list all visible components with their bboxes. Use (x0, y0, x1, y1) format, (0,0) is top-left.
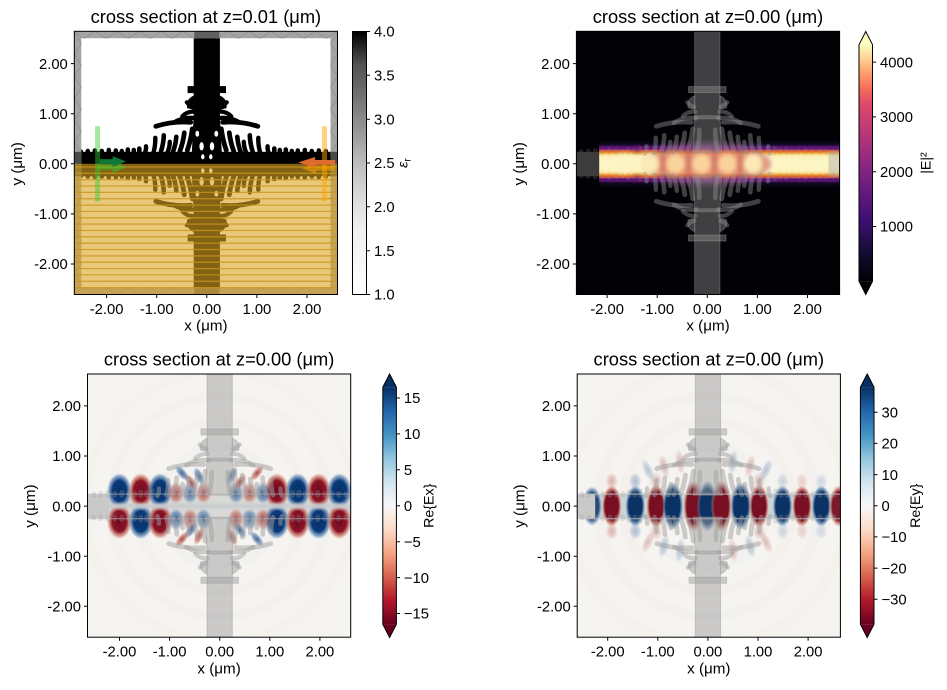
svg-text:-1.00: -1.00 (153, 645, 187, 661)
svg-text:cross section at z=0.00 (μm): cross section at z=0.00 (μm) (104, 349, 335, 370)
svg-text:-1.00: -1.00 (140, 302, 174, 318)
svg-text:4000: 4000 (880, 55, 913, 71)
svg-text:2.00: 2.00 (794, 645, 823, 661)
svg-text:0.00: 0.00 (693, 302, 722, 318)
svg-text:cross section at z=0.00 (μm): cross section at z=0.00 (μm) (593, 6, 824, 27)
svg-text:1.00: 1.00 (39, 107, 68, 123)
svg-text:−15: −15 (404, 607, 429, 623)
svg-text:−5: −5 (404, 535, 421, 551)
svg-text:-2.00: -2.00 (591, 645, 625, 661)
svg-text:y (μm): y (μm) (9, 142, 26, 185)
svg-text:1.00: 1.00 (542, 449, 571, 465)
svg-text:2.0: 2.0 (374, 200, 395, 216)
svg-text:1.00: 1.00 (744, 645, 773, 661)
svg-text:0: 0 (882, 499, 890, 515)
svg-text:εr: εr (396, 158, 414, 168)
svg-text:0.00: 0.00 (39, 157, 68, 173)
svg-text:y (μm): y (μm) (511, 142, 528, 185)
svg-text:4.0: 4.0 (374, 25, 395, 41)
svg-text:−20: −20 (882, 561, 907, 577)
svg-text:-1.00: -1.00 (537, 549, 571, 565)
svg-text:-2.00: -2.00 (590, 302, 624, 318)
svg-text:-2.00: -2.00 (90, 302, 124, 318)
svg-text:-1.00: -1.00 (34, 207, 68, 223)
svg-text:-1.00: -1.00 (640, 302, 674, 318)
svg-text:-2.00: -2.00 (103, 645, 137, 661)
svg-text:3.0: 3.0 (374, 112, 395, 128)
svg-text:10: 10 (404, 427, 420, 443)
svg-text:2.00: 2.00 (305, 645, 334, 661)
svg-text:1.00: 1.00 (52, 449, 81, 465)
svg-text:1.00: 1.00 (743, 302, 772, 318)
svg-text:2000: 2000 (880, 165, 913, 181)
svg-text:-1.00: -1.00 (536, 207, 570, 223)
svg-text:2.00: 2.00 (293, 302, 322, 318)
svg-text:0: 0 (404, 499, 412, 515)
svg-text:2.00: 2.00 (52, 399, 81, 415)
svg-text:1.5: 1.5 (374, 244, 395, 260)
svg-text:-2.00: -2.00 (47, 600, 81, 616)
svg-text:3.5: 3.5 (374, 69, 395, 85)
svg-text:x (μm): x (μm) (686, 318, 729, 335)
svg-text:|E|²: |E|² (919, 152, 935, 174)
svg-text:2.00: 2.00 (541, 57, 570, 73)
svg-text:1000: 1000 (880, 220, 913, 236)
svg-text:-2.00: -2.00 (34, 257, 68, 273)
svg-text:0.00: 0.00 (542, 499, 571, 515)
svg-text:0.00: 0.00 (205, 645, 234, 661)
svg-text:−10: −10 (882, 530, 907, 546)
svg-text:2.00: 2.00 (542, 399, 571, 415)
svg-text:15: 15 (404, 391, 420, 407)
svg-text:−10: −10 (404, 571, 429, 587)
svg-text:2.00: 2.00 (793, 302, 822, 318)
svg-text:1.0: 1.0 (374, 288, 395, 304)
svg-text:-1.00: -1.00 (47, 549, 81, 565)
svg-text:1.00: 1.00 (541, 107, 570, 123)
svg-text:10: 10 (882, 468, 898, 484)
svg-text:x (μm): x (μm) (687, 660, 730, 677)
svg-text:-2.00: -2.00 (536, 257, 570, 273)
svg-text:3000: 3000 (880, 110, 913, 126)
svg-text:0.00: 0.00 (52, 499, 81, 515)
svg-text:x (μm): x (μm) (184, 318, 227, 335)
svg-text:1.00: 1.00 (242, 302, 271, 318)
svg-text:x (μm): x (μm) (197, 660, 240, 677)
svg-text:30: 30 (882, 405, 898, 421)
svg-text:y (μm): y (μm) (22, 484, 39, 527)
svg-text:2.5: 2.5 (374, 156, 395, 172)
svg-text:-2.00: -2.00 (537, 600, 571, 616)
svg-text:2.00: 2.00 (39, 57, 68, 73)
svg-text:1.00: 1.00 (255, 645, 284, 661)
svg-text:-1.00: -1.00 (641, 645, 675, 661)
svg-text:20: 20 (882, 437, 898, 453)
svg-text:cross section at z=0.01 (μm): cross section at z=0.01 (μm) (91, 6, 322, 27)
svg-text:5: 5 (404, 463, 412, 479)
svg-text:0.00: 0.00 (693, 645, 722, 661)
svg-text:0.00: 0.00 (192, 302, 221, 318)
svg-text:Re{Ex}: Re{Ex} (421, 483, 437, 527)
svg-text:y (μm): y (μm) (512, 484, 529, 527)
svg-text:Re{Ey}: Re{Ey} (908, 483, 924, 527)
svg-text:−30: −30 (882, 593, 907, 609)
svg-text:0.00: 0.00 (541, 157, 570, 173)
svg-text:cross section at z=0.00 (μm): cross section at z=0.00 (μm) (594, 349, 825, 370)
